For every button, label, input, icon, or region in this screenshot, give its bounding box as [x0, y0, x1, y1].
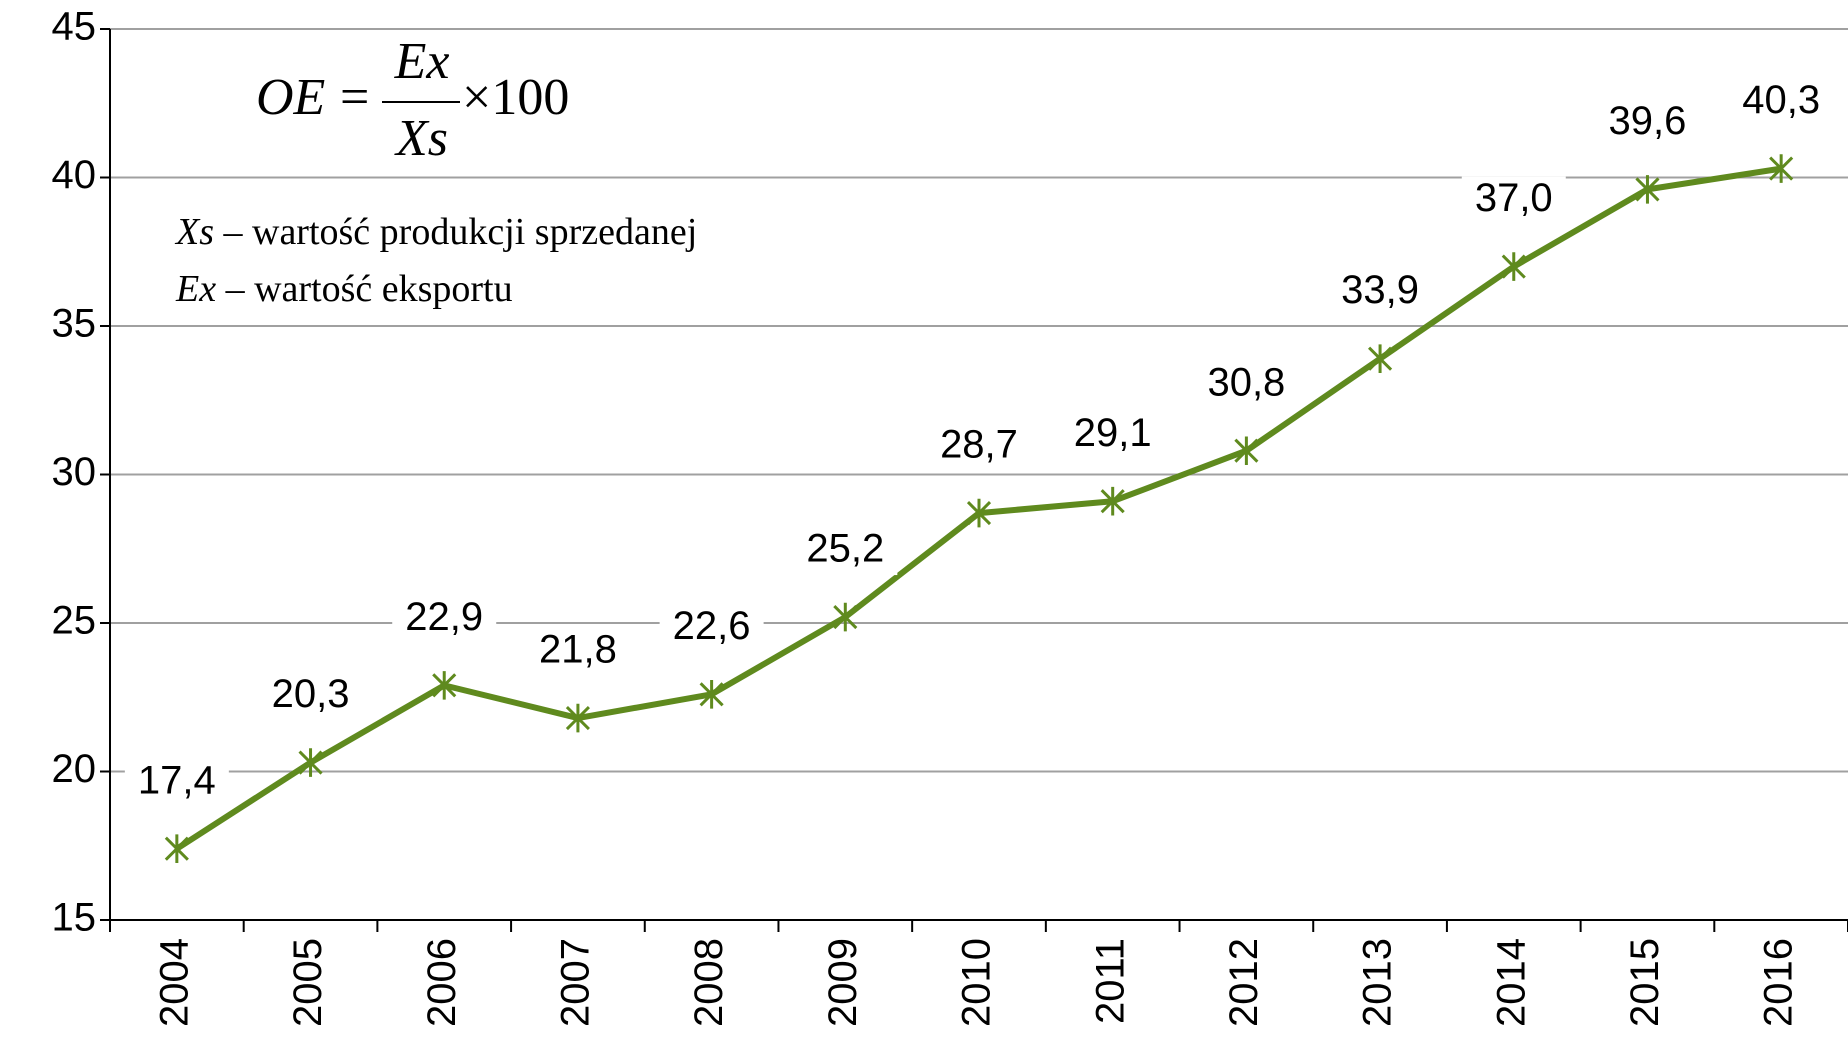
marker	[1501, 252, 1526, 281]
y-tick-label: 20	[52, 747, 97, 791]
formula: OE = Ex Xs ×100	[256, 33, 569, 167]
label-background	[1461, 176, 1566, 225]
label-background	[124, 758, 229, 807]
annotation-symbol: Xs	[174, 211, 214, 253]
data-label: 29,1	[1074, 411, 1152, 455]
annotation-text: – wartość produkcji sprzedanej	[214, 211, 697, 253]
data-label: 33,9	[1341, 268, 1419, 312]
data-label: 22,9	[405, 595, 483, 639]
marker	[833, 602, 858, 632]
x-tick-label: 2008	[687, 938, 731, 1027]
x-tick-label: 2010	[955, 938, 999, 1027]
data-label: 30,8	[1207, 360, 1285, 404]
y-tick-label: 40	[52, 153, 97, 197]
x-tick-label: 2004	[152, 938, 196, 1027]
label-background	[1729, 78, 1834, 127]
x-tick-label: 2015	[1623, 938, 1667, 1027]
marker	[565, 703, 590, 733]
data-label: 17,4	[138, 758, 216, 802]
marker	[298, 748, 323, 777]
data-label: 39,6	[1609, 99, 1687, 143]
y-tick-label: 45	[52, 5, 97, 49]
marker	[1635, 175, 1660, 204]
formula-equals: =	[340, 69, 369, 126]
label-background	[392, 595, 497, 644]
x-tick-label: 2011	[1088, 938, 1132, 1024]
label-background	[1328, 268, 1433, 317]
x-tick-label: 2005	[286, 938, 330, 1027]
label-background	[927, 423, 1031, 472]
y-tick-label: 30	[52, 450, 97, 494]
x-tick-label: 2012	[1222, 938, 1266, 1027]
marker	[432, 671, 457, 700]
data-label: 40,3	[1742, 78, 1820, 122]
x-tick-label: 2006	[420, 938, 464, 1027]
label-background	[258, 672, 363, 721]
data-label: 37,0	[1475, 176, 1553, 220]
y-tick-label: 15	[52, 896, 97, 940]
marker	[164, 834, 189, 864]
label-background	[659, 604, 764, 653]
formula-left: OE	[256, 69, 325, 126]
label-background	[1060, 411, 1165, 460]
x-tick-label: 2013	[1356, 938, 1400, 1027]
label-background	[525, 628, 630, 677]
data-label: 21,8	[539, 628, 617, 672]
data-label: 25,2	[806, 527, 884, 571]
label-background	[1194, 360, 1299, 409]
annotation: Xs – wartość produkcji sprzedanej	[174, 211, 697, 253]
formula-denominator: Xs	[394, 110, 448, 167]
data-label: 28,7	[940, 423, 1018, 467]
formula-numerator: Ex	[394, 33, 450, 90]
x-tick-label: 2014	[1489, 938, 1533, 1027]
annotation: Ex – wartość eksportu	[175, 268, 513, 310]
marker	[1100, 486, 1125, 516]
data-label: 20,3	[272, 672, 350, 716]
formula-factor: ×100	[462, 69, 569, 126]
grid	[110, 28, 1848, 773]
annotation-text: – wartość eksportu	[216, 268, 513, 310]
x-tick-label: 2007	[553, 938, 597, 1027]
y-tick-label: 25	[52, 599, 97, 643]
data-label: 22,6	[673, 604, 751, 648]
annotation-symbol: Ex	[175, 268, 216, 310]
y-tick-label: 35	[52, 302, 97, 346]
label-background	[793, 527, 898, 576]
x-tick-label: 2016	[1757, 938, 1801, 1027]
x-tick-label: 2009	[821, 938, 865, 1027]
marker	[966, 498, 992, 528]
marker	[1234, 436, 1259, 466]
label-background	[1595, 99, 1700, 148]
marker	[699, 679, 724, 709]
marker	[1769, 154, 1794, 183]
marker	[1368, 344, 1393, 373]
